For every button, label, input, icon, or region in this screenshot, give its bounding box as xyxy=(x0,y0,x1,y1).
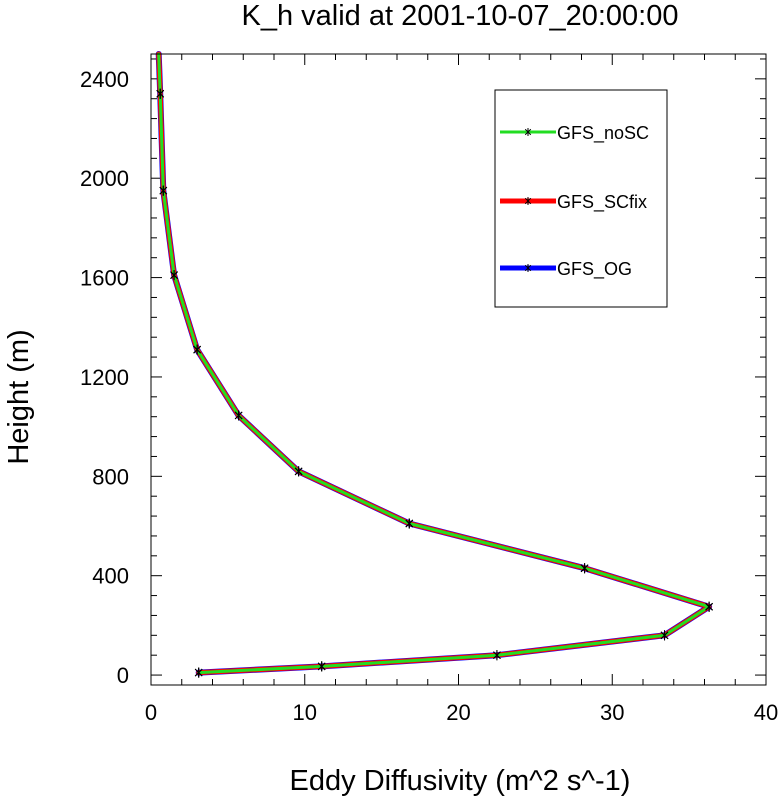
legend-marker xyxy=(524,264,532,272)
data-point-marker xyxy=(317,661,326,672)
series-line-gfs-nosc xyxy=(157,52,711,675)
legend-marker xyxy=(524,197,532,205)
legend-label: GFS_noSC xyxy=(557,123,649,144)
data-point-marker xyxy=(660,630,669,641)
data-point-marker xyxy=(194,667,203,678)
data-point-marker xyxy=(159,185,168,196)
data-point-marker xyxy=(193,344,201,355)
x-tick-label: 30 xyxy=(600,700,624,725)
legend-label: GFS_SCfix xyxy=(557,192,647,213)
x-tick-label: 20 xyxy=(446,700,470,725)
y-tick-label: 1600 xyxy=(80,266,129,291)
x-tick-label: 0 xyxy=(145,700,157,725)
y-tick-label: 800 xyxy=(92,464,129,489)
y-tick-label: 400 xyxy=(92,564,129,589)
legend-items: GFS_noSC GFS_SCfix GFS_OG xyxy=(500,123,649,280)
legend-marker xyxy=(524,128,532,136)
data-point-marker xyxy=(170,270,178,281)
y-axis-label: Height (m) xyxy=(3,329,35,464)
plot-frame xyxy=(150,53,767,686)
data-point-marker xyxy=(580,563,589,574)
chart-title: K_h valid at 2001-10-07_20:00:00 xyxy=(242,0,679,32)
data-point-marker xyxy=(493,650,501,661)
y-tick-label: 2400 xyxy=(80,67,129,92)
data-point-marker xyxy=(705,601,713,612)
data-point-marker xyxy=(234,410,243,421)
data-point-marker xyxy=(156,88,165,99)
x-tick-label: 10 xyxy=(293,700,317,725)
data-point-marker xyxy=(405,518,414,529)
y-tick-label: 1200 xyxy=(80,365,129,390)
legend-label: GFS_OG xyxy=(557,259,632,280)
series-markers xyxy=(156,88,713,678)
x-axis-label: Eddy Diffusivity (m^2 s^-1) xyxy=(290,765,631,796)
legend: GFS_noSC GFS_SCfix GFS_OG xyxy=(494,89,668,308)
y-tick-label: 0 xyxy=(117,663,129,688)
y-tick-label: 2000 xyxy=(80,166,129,191)
data-point-marker xyxy=(294,466,303,477)
series-lines xyxy=(155,51,713,676)
x-tick-label: 40 xyxy=(754,700,778,725)
